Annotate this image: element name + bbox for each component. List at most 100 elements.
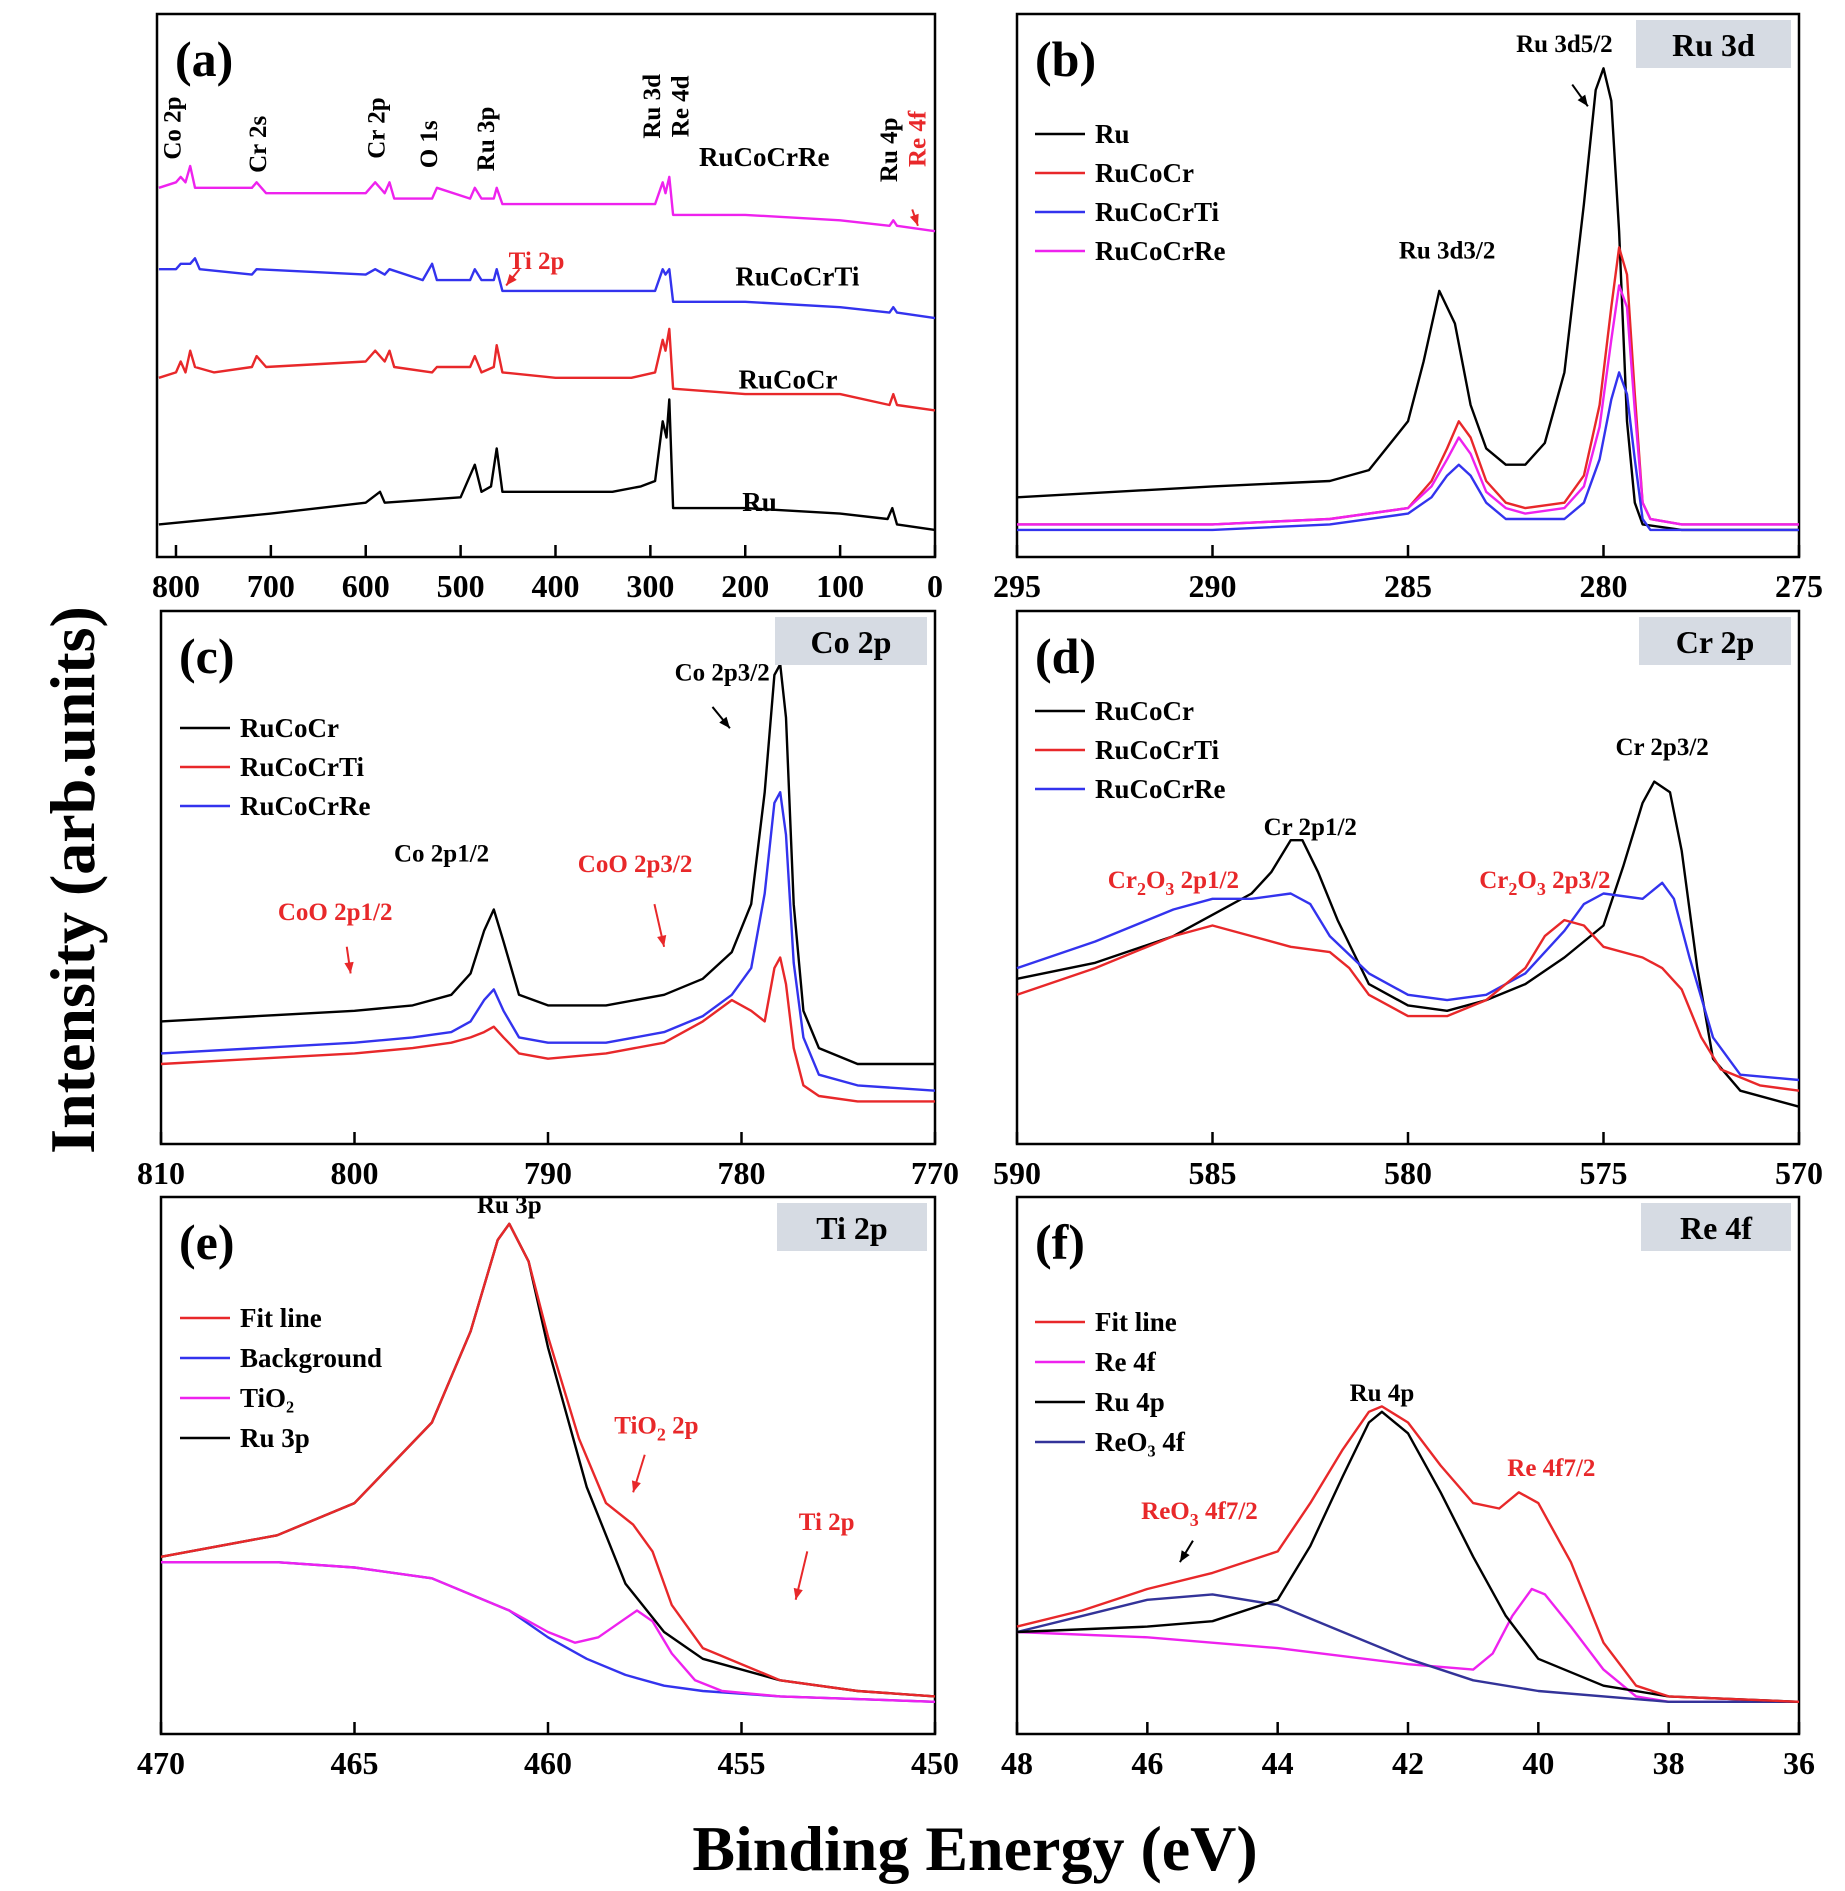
series-a-rucocr [158,327,936,412]
annotation-a-5: Ru 3d [639,74,666,139]
chem-label-f-0: ReO3 4f7/2 [1141,1498,1258,1530]
legend-label-e-3: Ru 3p [240,1423,310,1453]
annotation-a-7: Ru 4p [876,117,903,182]
x-tick-label-b-280: 280 [1580,568,1628,604]
legend-label-f-1: Re 4f [1095,1347,1157,1377]
x-tick-label-d-585: 585 [1189,1155,1237,1191]
panel-title-d: Cr 2p [1676,624,1755,660]
legend-label-e-0: Fit line [240,1303,322,1333]
x-tick-label-c-770: 770 [911,1155,959,1191]
axis-frame-e [159,1195,937,1736]
series-b-rucocr [1017,246,1799,526]
x-tick-label-f-44: 44 [1262,1745,1294,1781]
series-d-rucocrti [1016,918,1800,1092]
series-label-a-3: Ru [742,487,777,517]
panel-title-b: Ru 3d [1672,27,1755,63]
title-box-e [777,1203,927,1251]
panel-title-c: Co 2p [811,624,892,660]
annotation-c-2: CoO 2p3/2 [578,851,693,878]
annotation-f-1: Re 4f7/2 [1507,1455,1595,1482]
x-tick-label-f-46: 46 [1131,1745,1163,1781]
x-tick-label-f-38: 38 [1653,1745,1685,1781]
panel-d: 590 585 580 575 570 (d) Cr 2p RuCoCr RuCoCrTi RuC… [993,609,1823,1191]
arrow-head-c-1 [657,934,667,947]
panel-label-a: (a) [175,31,233,87]
x-tick-label-f-40: 40 [1522,1745,1554,1781]
series-d-rucocr [1016,780,1800,1108]
title-box-f [1641,1203,1791,1251]
annotation-c-3: CoO 2p1/2 [278,899,393,926]
series-e-fit-line [160,1222,936,1698]
x-tick-label-b-285: 285 [1384,568,1432,604]
x-tick-label-e-465: 465 [331,1745,379,1781]
series-label-a-1: RuCoCrTi [735,262,860,292]
arrow-head-c-0 [719,716,730,729]
x-tick-label-a-600: 600 [342,568,390,604]
panel-label-d: (d) [1035,628,1096,684]
y-axis-label: Intensity (arb.units) [37,606,108,1154]
arrow-head-b-0 [1577,94,1588,107]
panel-f: 48 46 44 42 40 38 36 (f) Re 4f Fit line Re 4f Ru 4p… [1001,1195,1815,1781]
annotation-a-6: Re 4d [667,75,694,137]
panel-title-f: Re 4f [1680,1210,1752,1246]
legend-label-e-2: TiO₂ [240,1383,294,1413]
x-tick-label-d-580: 580 [1384,1155,1432,1191]
legend-label-f-0: Fit line [1095,1307,1177,1337]
annotation-c-0: Co 2p3/2 [675,659,770,686]
panel-a: 800 700 600 500 400 300 200 100 0(a)RuCoCrReRuCo… [152,12,943,604]
series-a-rucocrti [158,257,936,320]
series-b-ru [1016,67,1799,532]
annotation-e-1: Ti 2p [799,1509,855,1536]
series-e-tio2 [161,1561,936,1703]
x-tick-label-c-800: 800 [331,1155,379,1191]
arrow-head-f-0 [1179,1550,1190,1563]
series-e-ru-3p [160,1222,936,1698]
legend-label-b-0: Ru [1095,119,1130,149]
series-f-reo3-4f [1016,1593,1799,1703]
arrow-head-e-0 [631,1480,641,1493]
arrow-head-e-1 [793,1587,803,1600]
panel-b: 295 290 285 280 275 (b) Ru 3d Ru RuCoCr RuCoCrTi R… [993,12,1823,604]
series-c-rucocr [160,663,935,1066]
legend-label-e-1: Background [240,1343,382,1373]
arrow-head-a-0 [506,273,517,286]
legend-label-b-1: RuCoCr [1095,158,1194,188]
panel-e: 470 465 460 455 450 (e) Ti 2p Fit line Backgroun… [137,1192,959,1781]
title-box-d [1639,617,1791,665]
x-tick-label-c-780: 780 [718,1155,766,1191]
arrow-head-a-1 [909,213,919,226]
series-a-rucocrre [158,164,936,233]
axis-frame-f [1015,1195,1801,1736]
annotation-a-8: Re 4f [905,110,932,167]
annotation-a-4: Ru 3p [473,107,500,172]
annotation-d-0: Cr 2p3/2 [1615,734,1708,761]
x-tick-label-a-200: 200 [721,568,769,604]
annotation-a-1: Cr 2s [245,115,272,172]
annotation-c-1: Co 2p1/2 [394,841,489,868]
series-label-a-2: RuCoCr [738,365,837,395]
series-f-ru-4p [1016,1410,1800,1703]
annotation-a-0: Co 2p [160,96,187,159]
annotation-a-2: Cr 2p [364,97,391,158]
panel-label-e: (e) [179,1214,235,1270]
x-tick-label-b-290: 290 [1189,568,1237,604]
x-tick-label-a-700: 700 [247,568,295,604]
series-c-rucocrti [160,956,935,1103]
x-tick-label-a-300: 300 [626,568,674,604]
legend-label-b-3: RuCoCrRe [1095,236,1225,266]
title-box-b [1636,20,1791,68]
series-a-ru [158,398,936,532]
x-tick-label-f-48: 48 [1001,1745,1033,1781]
x-tick-label-a-800: 800 [152,568,200,604]
x-tick-label-a-0: 0 [927,568,943,604]
x-tick-label-e-470: 470 [137,1745,185,1781]
legend-label-d-1: RuCoCrTi [1095,735,1220,765]
x-tick-label-e-455: 455 [718,1745,766,1781]
arrow-head-c-2 [344,961,354,974]
axis-frame-c [159,609,937,1146]
chem-label-e-0: TiO2 2p [614,1412,698,1444]
x-tick-label-e-460: 460 [524,1745,572,1781]
x-tick-label-b-275: 275 [1775,568,1823,604]
series-c-rucocrre [160,791,936,1092]
